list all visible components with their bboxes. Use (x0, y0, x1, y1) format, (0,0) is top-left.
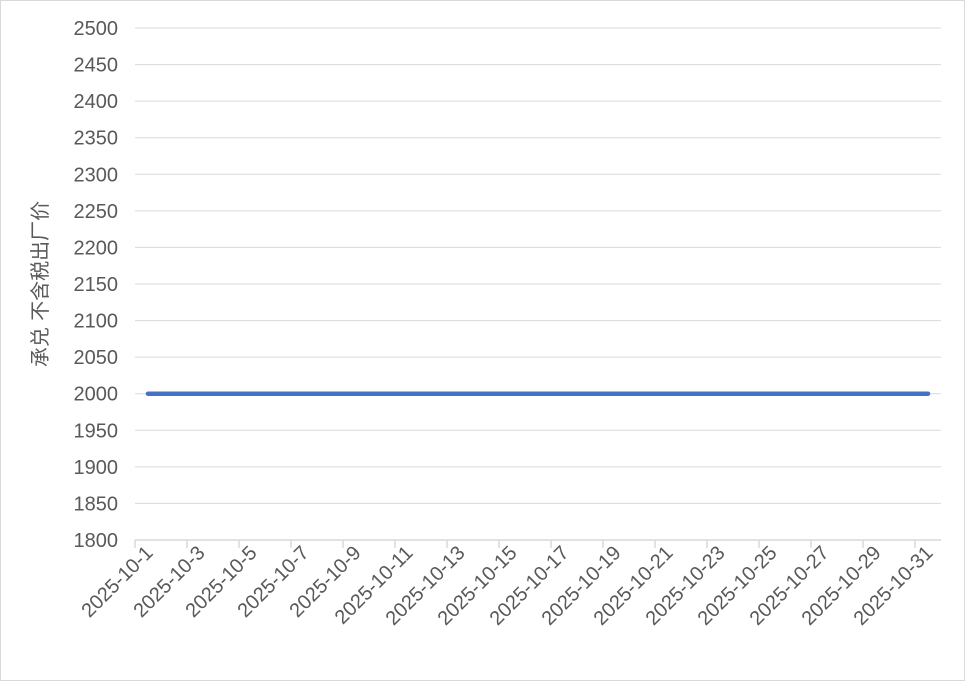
x-tick-labels: 2025-10-12025-10-32025-10-52025-10-72025… (77, 542, 937, 630)
y-tick-label: 2350 (74, 128, 119, 150)
y-tick-label: 1900 (74, 457, 119, 479)
y-axis-label: 承兑 不含税出厂价 (28, 201, 52, 367)
y-tick-labels: 1800 1850 1900 1950 2000 2050 2100 2150 2200 2250… (74, 18, 119, 552)
y-tick-label: 2400 (74, 91, 119, 113)
y-tick-label: 2450 (74, 55, 119, 77)
y-tick-label: 2000 (74, 384, 119, 406)
y-tick-label: 2150 (74, 274, 119, 296)
y-tick-label: 1800 (74, 530, 119, 552)
y-tick-label: 2250 (74, 201, 119, 223)
y-tick-label: 2500 (74, 18, 119, 40)
y-tick-label: 2100 (74, 311, 119, 333)
y-tick-label: 2300 (74, 164, 119, 186)
y-tick-label: 1950 (74, 420, 119, 442)
y-tick-label: 2050 (74, 347, 119, 369)
y-tick-label: 2200 (74, 237, 119, 259)
y-tick-label: 1850 (74, 493, 119, 515)
gridlines (135, 28, 941, 503)
